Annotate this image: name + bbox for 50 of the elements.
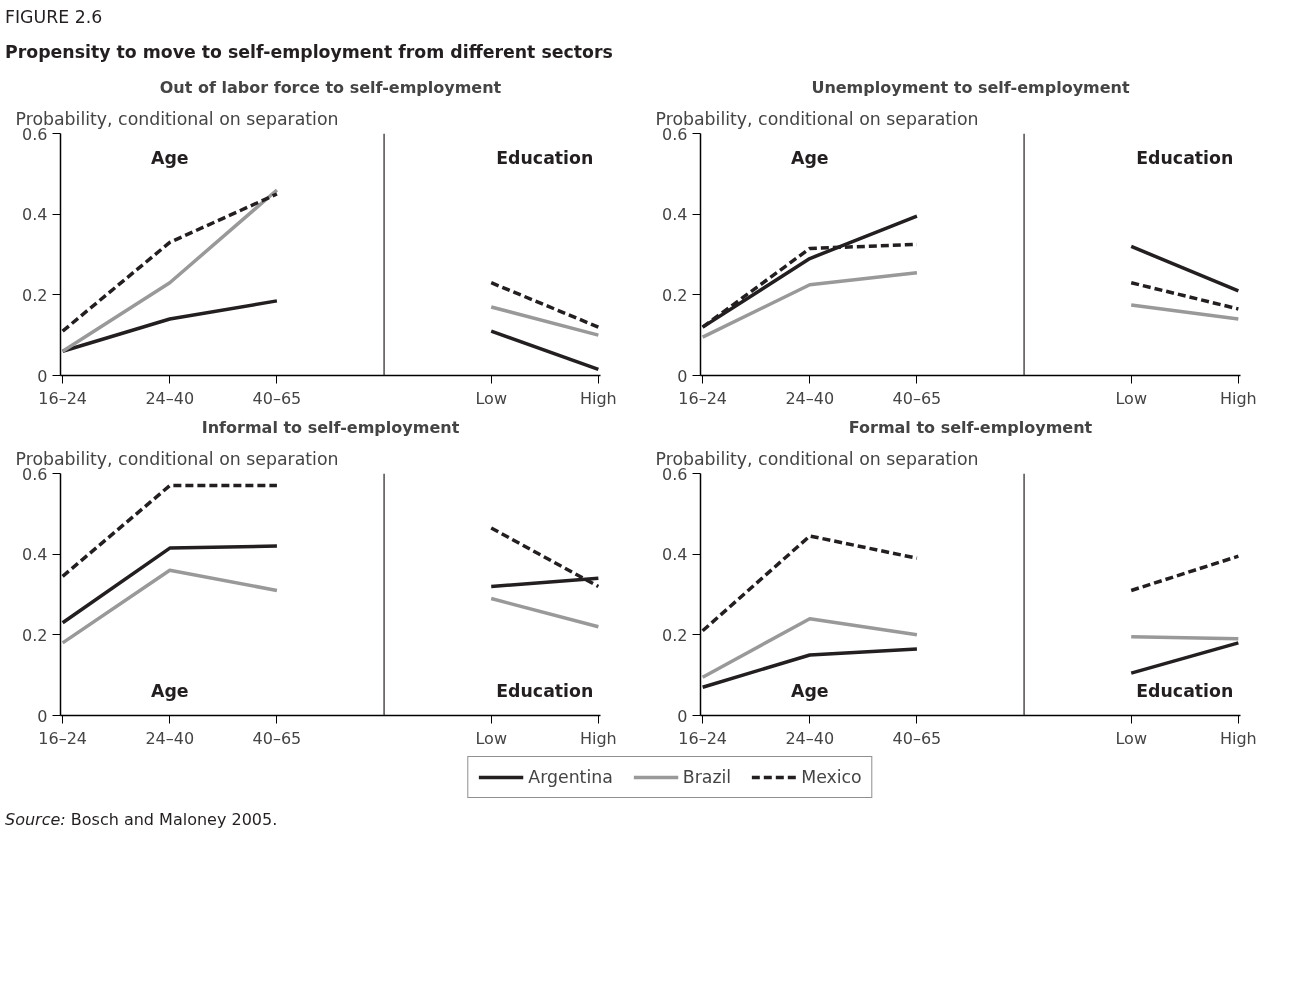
annotation: Education [1136,147,1234,168]
y-tick-label: 0 [677,706,688,725]
y-tick-label: 0.2 [22,625,48,645]
chart-title: Formal to self-employment [848,417,1093,436]
y-tick-label: 0.4 [662,544,688,564]
x-tick-label: 40–65 [252,728,302,747]
x-tick-label: 24–40 [785,728,835,747]
y-tick-label: 0.4 [662,204,688,224]
x-tick-label: Low [475,388,507,407]
annotation: Age [791,147,829,168]
x-tick-label: 16–24 [38,728,87,747]
annotation: Education [496,680,594,701]
legend-label: Brazil [682,766,732,787]
x-tick-label: 16–24 [678,388,727,407]
annotation: Education [496,147,594,168]
x-tick-label: High [1219,728,1257,747]
y-tick-label: 0.4 [22,544,48,564]
x-tick-label: Low [475,728,507,747]
x-tick-label: 24–40 [145,728,195,747]
y-tick-label: 0.4 [22,204,48,224]
chart-title: Unemployment to self-employment [811,77,1130,96]
x-tick-label: 24–40 [145,388,195,407]
source-note: Source: Bosch and Maloney 2005. [5,808,278,831]
x-tick-label: Low [1115,728,1147,747]
chart-title: Out of labor force to self-employment [159,77,502,96]
x-tick-label: Low [1115,388,1147,407]
y-tick-label: 0.2 [662,285,688,305]
annotation: Age [151,680,189,701]
x-tick-label: 24–40 [785,388,835,407]
x-tick-label: 40–65 [892,388,942,407]
x-tick-label: High [579,728,617,747]
legend-label: Argentina [528,766,613,787]
x-tick-label: High [579,388,617,407]
x-tick-label: 16–24 [678,728,727,747]
caption: FIGURE 2.6 [5,6,103,29]
x-tick-label: High [1219,388,1257,407]
y-tick-label: 0 [677,366,688,385]
y-tick-label: 0 [37,706,48,725]
x-tick-label: 40–65 [892,728,942,747]
annotation: Age [151,147,189,168]
text: Propensity to move to self-employment from different sectors [5,40,613,64]
y-tick-label: 0 [37,366,48,385]
annotation: Education [1136,680,1234,701]
x-tick-label: 40–65 [252,388,302,407]
y-tick-label: 0.2 [22,285,48,305]
x-tick-label: 16–24 [38,388,87,407]
legend-label: Mexico [801,766,862,787]
chart-title: Informal to self-employment [201,417,460,436]
annotation: Age [791,680,829,701]
y-tick-label: 0.2 [662,625,688,645]
